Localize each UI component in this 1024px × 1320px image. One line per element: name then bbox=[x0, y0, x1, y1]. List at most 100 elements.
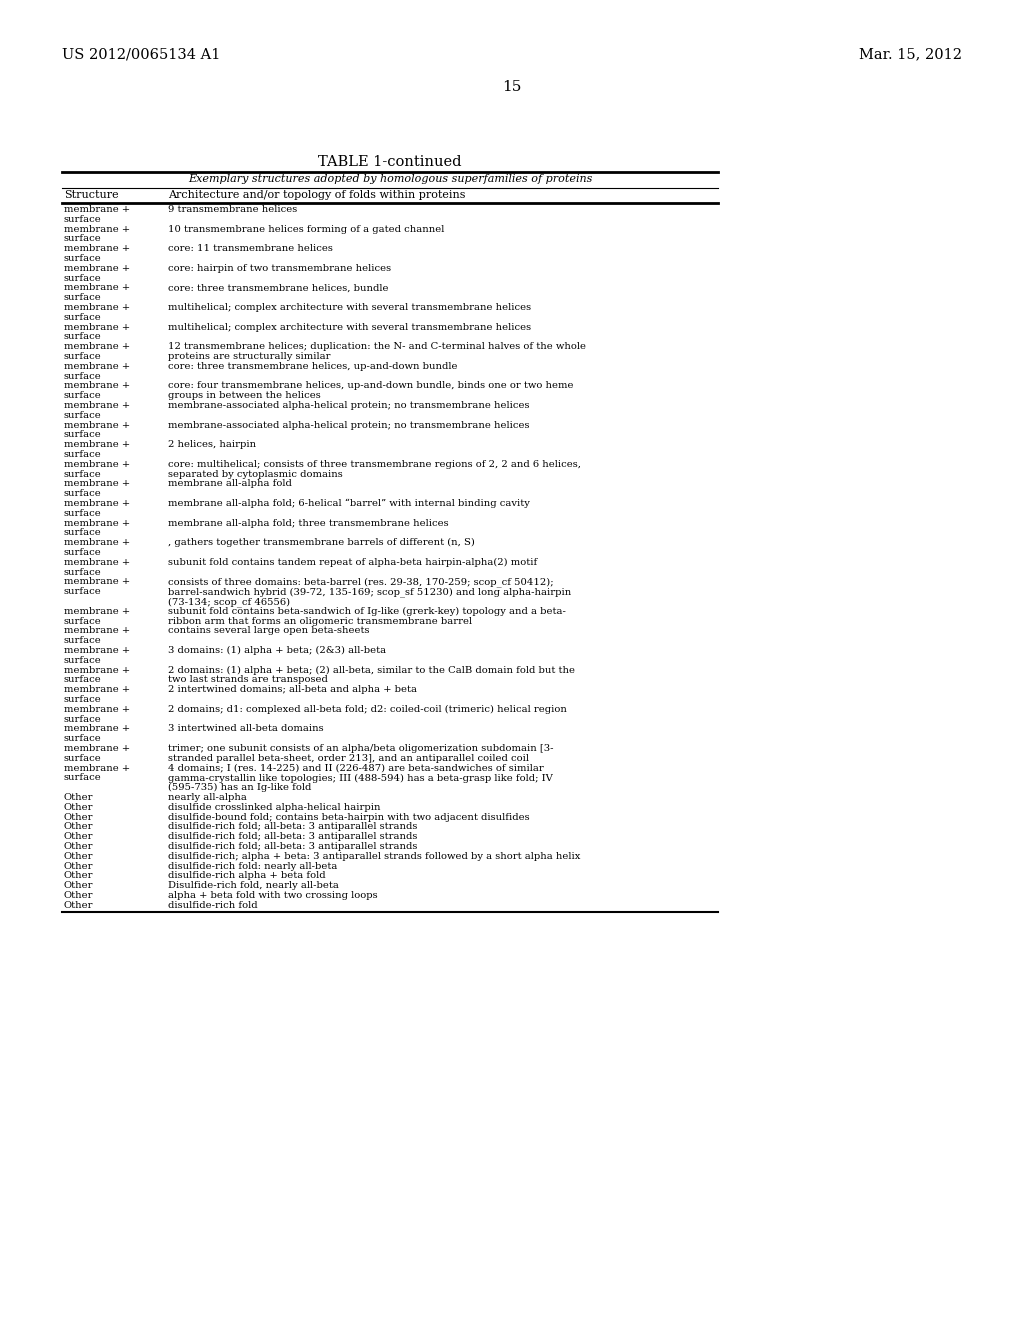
Text: core: hairpin of two transmembrane helices: core: hairpin of two transmembrane helic… bbox=[168, 264, 391, 273]
Text: surface: surface bbox=[63, 333, 101, 342]
Text: surface: surface bbox=[63, 508, 101, 517]
Text: surface: surface bbox=[63, 490, 101, 498]
Text: core: three transmembrane helices, bundle: core: three transmembrane helices, bundl… bbox=[168, 284, 388, 293]
Text: membrane +: membrane + bbox=[63, 577, 130, 586]
Text: proteins are structurally similar: proteins are structurally similar bbox=[168, 352, 331, 360]
Text: membrane +: membrane + bbox=[63, 685, 130, 694]
Text: membrane +: membrane + bbox=[63, 558, 130, 566]
Text: Disulfide-rich fold, nearly all-beta: Disulfide-rich fold, nearly all-beta bbox=[168, 882, 339, 890]
Text: surface: surface bbox=[63, 235, 101, 243]
Text: surface: surface bbox=[63, 676, 101, 684]
Text: subunit fold contains tandem repeat of alpha-beta hairpin-alpha(2) motif: subunit fold contains tandem repeat of a… bbox=[168, 558, 538, 566]
Text: membrane +: membrane + bbox=[63, 607, 130, 616]
Text: membrane +: membrane + bbox=[63, 665, 130, 675]
Text: surface: surface bbox=[63, 372, 101, 380]
Text: membrane +: membrane + bbox=[63, 539, 130, 548]
Text: surface: surface bbox=[63, 430, 101, 440]
Text: ribbon arm that forms an oligomeric transmembrane barrel: ribbon arm that forms an oligomeric tran… bbox=[168, 616, 472, 626]
Text: Exemplary structures adopted by homologous superfamilies of proteins: Exemplary structures adopted by homologo… bbox=[187, 174, 592, 183]
Text: Other: Other bbox=[63, 882, 93, 890]
Text: surface: surface bbox=[63, 774, 101, 783]
Text: membrane +: membrane + bbox=[63, 264, 130, 273]
Text: surface: surface bbox=[63, 754, 101, 763]
Text: stranded parallel beta-sheet, order 213], and an antiparallel coiled coil: stranded parallel beta-sheet, order 213]… bbox=[168, 754, 529, 763]
Text: membrane +: membrane + bbox=[63, 381, 130, 391]
Text: disulfide-rich alpha + beta fold: disulfide-rich alpha + beta fold bbox=[168, 871, 326, 880]
Text: surface: surface bbox=[63, 450, 101, 459]
Text: multihelical; complex architecture with several transmembrane helices: multihelical; complex architecture with … bbox=[168, 304, 531, 312]
Text: alpha + beta fold with two crossing loops: alpha + beta fold with two crossing loop… bbox=[168, 891, 378, 900]
Text: Other: Other bbox=[63, 862, 93, 871]
Text: membrane +: membrane + bbox=[63, 421, 130, 429]
Text: Architecture and/or topology of folds within proteins: Architecture and/or topology of folds wi… bbox=[168, 190, 466, 201]
Text: contains several large open beta-sheets: contains several large open beta-sheets bbox=[168, 627, 370, 635]
Text: 2 helices, hairpin: 2 helices, hairpin bbox=[168, 440, 256, 449]
Text: 2 domains: (1) alpha + beta; (2) all-beta, similar to the CalB domain fold but t: 2 domains: (1) alpha + beta; (2) all-bet… bbox=[168, 665, 575, 675]
Text: core: 11 transmembrane helices: core: 11 transmembrane helices bbox=[168, 244, 333, 253]
Text: 3 domains: (1) alpha + beta; (2&3) all-beta: 3 domains: (1) alpha + beta; (2&3) all-b… bbox=[168, 645, 386, 655]
Text: surface: surface bbox=[63, 293, 101, 302]
Text: Other: Other bbox=[63, 813, 93, 821]
Text: TABLE 1-continued: TABLE 1-continued bbox=[318, 154, 462, 169]
Text: 12 transmembrane helices; duplication: the N- and C-terminal halves of the whole: 12 transmembrane helices; duplication: t… bbox=[168, 342, 586, 351]
Text: membrane +: membrane + bbox=[63, 322, 130, 331]
Text: membrane +: membrane + bbox=[63, 362, 130, 371]
Text: two last strands are transposed: two last strands are transposed bbox=[168, 676, 328, 684]
Text: membrane +: membrane + bbox=[63, 205, 130, 214]
Text: membrane all-alpha fold; 6-helical “barrel” with internal binding cavity: membrane all-alpha fold; 6-helical “barr… bbox=[168, 499, 529, 508]
Text: surface: surface bbox=[63, 313, 101, 322]
Text: Other: Other bbox=[63, 900, 93, 909]
Text: (73-134; scop_cf 46556): (73-134; scop_cf 46556) bbox=[168, 597, 290, 607]
Text: membrane +: membrane + bbox=[63, 499, 130, 508]
Text: Other: Other bbox=[63, 842, 93, 851]
Text: membrane +: membrane + bbox=[63, 479, 130, 488]
Text: surface: surface bbox=[63, 616, 101, 626]
Text: Other: Other bbox=[63, 822, 93, 832]
Text: surface: surface bbox=[63, 636, 101, 645]
Text: Other: Other bbox=[63, 793, 93, 803]
Text: membrane +: membrane + bbox=[63, 519, 130, 528]
Text: membrane +: membrane + bbox=[63, 342, 130, 351]
Text: core: three transmembrane helices, up-and-down bundle: core: three transmembrane helices, up-an… bbox=[168, 362, 458, 371]
Text: surface: surface bbox=[63, 470, 101, 479]
Text: Other: Other bbox=[63, 851, 93, 861]
Text: membrane +: membrane + bbox=[63, 224, 130, 234]
Text: Structure: Structure bbox=[63, 190, 119, 201]
Text: disulfide-rich fold; all-beta: 3 antiparallel strands: disulfide-rich fold; all-beta: 3 antipar… bbox=[168, 822, 418, 832]
Text: membrane +: membrane + bbox=[63, 401, 130, 411]
Text: membrane +: membrane + bbox=[63, 763, 130, 772]
Text: 2 domains; d1: complexed all-beta fold; d2: coiled-coil (trimeric) helical regio: 2 domains; d1: complexed all-beta fold; … bbox=[168, 705, 567, 714]
Text: 4 domains; I (res. 14-225) and II (226-487) are beta-sandwiches of similar: 4 domains; I (res. 14-225) and II (226-4… bbox=[168, 763, 544, 772]
Text: membrane all-alpha fold: membrane all-alpha fold bbox=[168, 479, 292, 488]
Text: surface: surface bbox=[63, 587, 101, 597]
Text: membrane all-alpha fold; three transmembrane helices: membrane all-alpha fold; three transmemb… bbox=[168, 519, 449, 528]
Text: disulfide-rich fold: nearly all-beta: disulfide-rich fold: nearly all-beta bbox=[168, 862, 337, 871]
Text: surface: surface bbox=[63, 528, 101, 537]
Text: surface: surface bbox=[63, 411, 101, 420]
Text: , gathers together transmembrane barrels of different (n, S): , gathers together transmembrane barrels… bbox=[168, 539, 475, 548]
Text: Mar. 15, 2012: Mar. 15, 2012 bbox=[859, 48, 962, 61]
Text: membrane +: membrane + bbox=[63, 705, 130, 714]
Text: US 2012/0065134 A1: US 2012/0065134 A1 bbox=[62, 48, 220, 61]
Text: 2 intertwined domains; all-beta and alpha + beta: 2 intertwined domains; all-beta and alph… bbox=[168, 685, 417, 694]
Text: groups in between the helices: groups in between the helices bbox=[168, 391, 321, 400]
Text: surface: surface bbox=[63, 253, 101, 263]
Text: 9 transmembrane helices: 9 transmembrane helices bbox=[168, 205, 297, 214]
Text: surface: surface bbox=[63, 696, 101, 704]
Text: subunit fold contains beta-sandwich of Ig-like (grerk-key) topology and a beta-: subunit fold contains beta-sandwich of I… bbox=[168, 607, 566, 616]
Text: disulfide-bound fold; contains beta-hairpin with two adjacent disulfides: disulfide-bound fold; contains beta-hair… bbox=[168, 813, 529, 821]
Text: surface: surface bbox=[63, 391, 101, 400]
Text: membrane +: membrane + bbox=[63, 304, 130, 312]
Text: membrane-associated alpha-helical protein; no transmembrane helices: membrane-associated alpha-helical protei… bbox=[168, 421, 529, 429]
Text: core: four transmembrane helices, up-and-down bundle, binds one or two heme: core: four transmembrane helices, up-and… bbox=[168, 381, 573, 391]
Text: 10 transmembrane helices forming of a gated channel: 10 transmembrane helices forming of a ga… bbox=[168, 224, 444, 234]
Text: membrane +: membrane + bbox=[63, 744, 130, 752]
Text: barrel-sandwich hybrid (39-72, 135-169; scop_sf 51230) and long alpha-hairpin: barrel-sandwich hybrid (39-72, 135-169; … bbox=[168, 587, 571, 597]
Text: nearly all-alpha: nearly all-alpha bbox=[168, 793, 247, 803]
Text: Other: Other bbox=[63, 871, 93, 880]
Text: gamma-crystallin like topologies; III (488-594) has a beta-grasp like fold; IV: gamma-crystallin like topologies; III (4… bbox=[168, 774, 553, 783]
Text: trimer; one subunit consists of an alpha/beta oligomerization subdomain [3-: trimer; one subunit consists of an alpha… bbox=[168, 744, 554, 752]
Text: disulfide-rich fold; all-beta: 3 antiparallel strands: disulfide-rich fold; all-beta: 3 antipar… bbox=[168, 842, 418, 851]
Text: membrane +: membrane + bbox=[63, 459, 130, 469]
Text: membrane +: membrane + bbox=[63, 645, 130, 655]
